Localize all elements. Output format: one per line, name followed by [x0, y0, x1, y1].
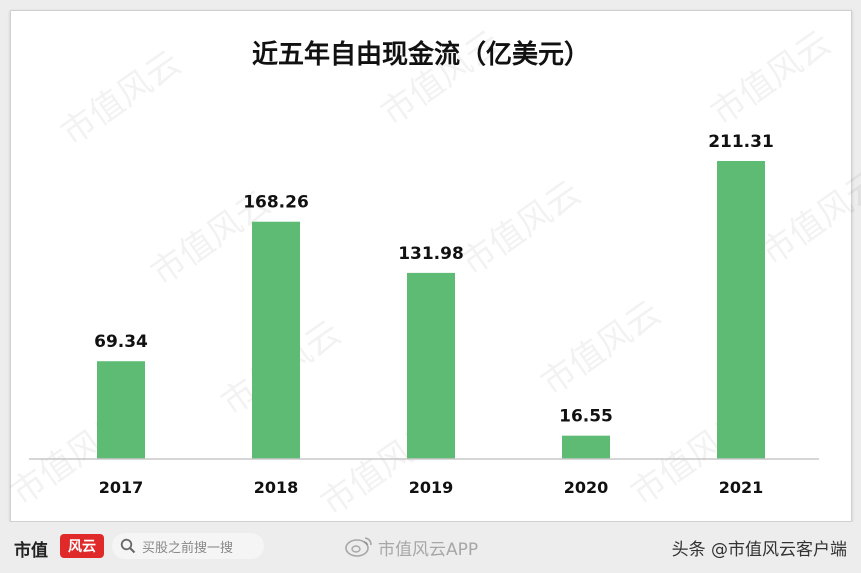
weibo-icon — [345, 537, 372, 557]
data-label-2017: 69.34 — [94, 332, 148, 352]
x-tick-2018: 2018 — [254, 478, 299, 497]
x-tick-2020: 2020 — [564, 478, 609, 497]
x-tick-2017: 2017 — [99, 478, 144, 497]
brand-name: 市值 — [14, 541, 48, 561]
footer-bar: 市值 风云 买股之前搜一搜 市值风云APP 头条 @市值风云客户端 — [0, 522, 861, 573]
x-tick-2019: 2019 — [409, 478, 454, 497]
bar-2018 — [252, 221, 300, 459]
chart-title: 近五年自由现金流（亿美元） — [252, 39, 590, 70]
chart-card: 市值风云 市值风云 市值风云 市值风云 市值风云 市值风云 市值风云 市值风云 … — [4, 10, 861, 524]
bars-layer — [97, 161, 765, 459]
bar-2017 — [97, 361, 145, 459]
search-box[interactable]: 买股之前搜一搜 — [112, 533, 264, 559]
search-placeholder: 买股之前搜一搜 — [142, 540, 234, 556]
data-label-2021: 211.31 — [708, 132, 774, 152]
x-tick-labels: 2017 2018 2019 2020 2021 — [99, 478, 764, 497]
brand-logo: 风云 — [60, 534, 104, 558]
app-name-watermark: 市值风云APP — [378, 540, 479, 560]
bar-chart: 近五年自由现金流（亿美元） 69.34 168.26 131.98 16.55 211.… — [29, 39, 819, 497]
search-icon — [120, 538, 136, 554]
x-tick-2021: 2021 — [719, 478, 764, 497]
bar-2020 — [562, 435, 610, 459]
data-label-2018: 168.26 — [243, 193, 309, 213]
bar-2019 — [407, 272, 455, 459]
labels-layer: 69.34 168.26 131.98 16.55 211.31 — [94, 132, 774, 427]
data-label-2020: 16.55 — [559, 407, 613, 427]
source-credit: 头条 @市值风云客户端 — [671, 540, 847, 560]
bar-2021 — [717, 161, 765, 459]
brand-logo-text: 风云 — [68, 539, 96, 555]
data-label-2019: 131.98 — [398, 244, 464, 264]
